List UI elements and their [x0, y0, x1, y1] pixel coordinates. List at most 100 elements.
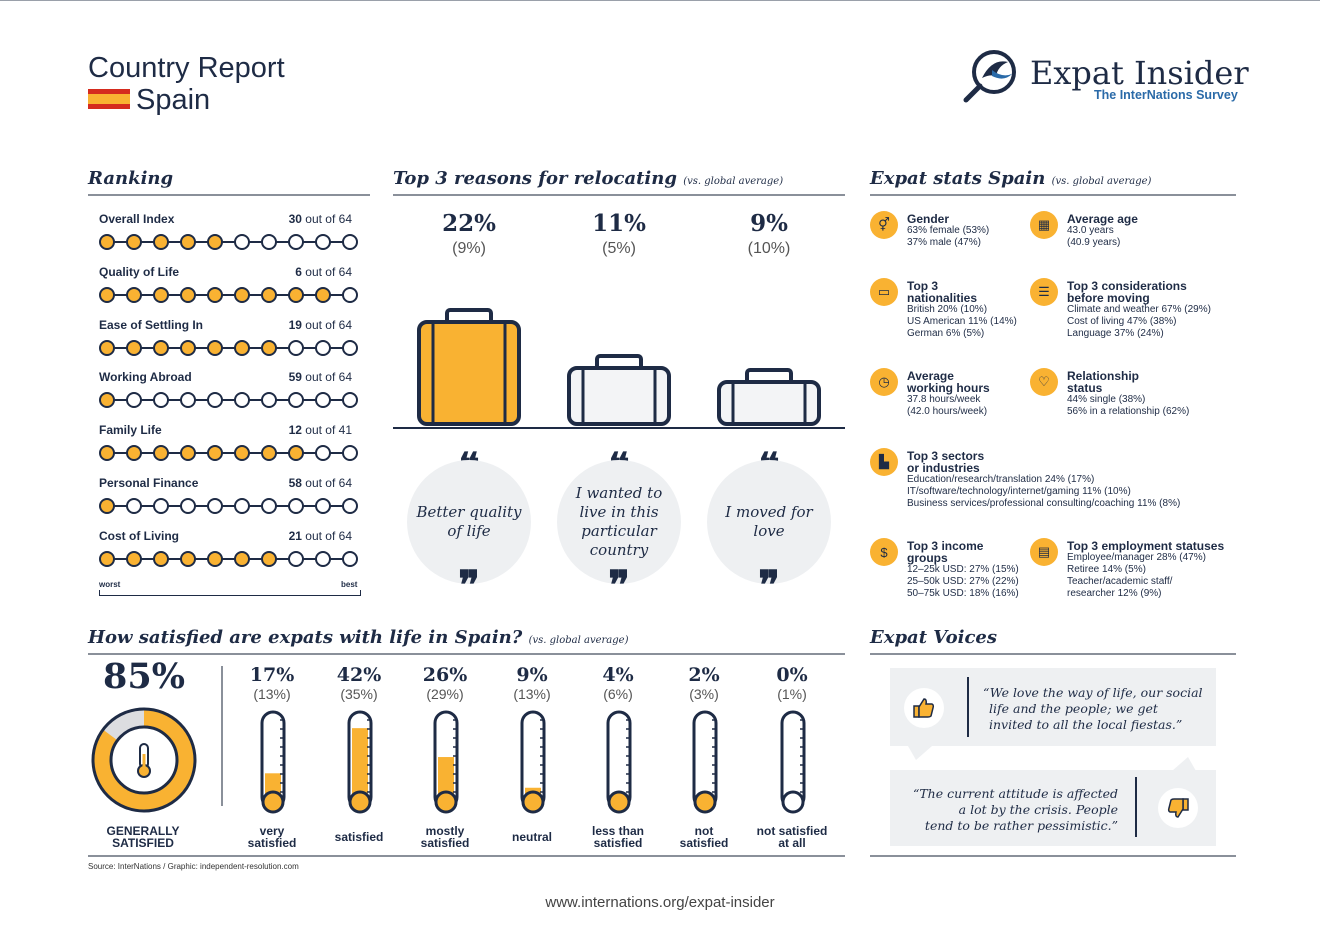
stat-line: (42.0 hours/week)	[907, 406, 988, 417]
reason-text: I moved for love	[725, 503, 813, 540]
reason-bubble: I moved for love	[707, 460, 831, 584]
satisfaction-label-line2: at all	[778, 836, 806, 850]
donut-satisfied-arc	[93, 709, 195, 811]
ranking-dot-filled	[153, 445, 169, 462]
satisfaction-label-line1: not satisfied	[756, 824, 828, 838]
ranking-dot-empty	[207, 498, 223, 514]
hours-icon: ◷	[870, 368, 898, 396]
ranking-dot-filled	[99, 550, 115, 567]
voices-title: Expat Voices	[870, 627, 997, 648]
positive-voice-card	[890, 668, 1216, 746]
reason-percent: 11%	[592, 210, 646, 237]
ranking-dot-empty	[315, 445, 331, 462]
ranking-dot-filled	[234, 339, 250, 356]
close-quote-icon: ❞	[458, 562, 480, 609]
negative-voice-tail	[1172, 757, 1196, 771]
ranking-dot-filled	[315, 286, 331, 303]
ranking-dot-filled	[99, 234, 115, 250]
ranking-dot-filled	[261, 339, 277, 356]
stat-title-line2: status	[1067, 381, 1103, 395]
stats-title: Expat stats Spain (vs. global average)	[870, 168, 1152, 189]
ranking-score: 58 out of 64	[288, 476, 352, 490]
relationship-icon: ♡	[1030, 368, 1058, 396]
ranking-dot-filled	[126, 339, 142, 356]
ranking-dot-empty	[288, 339, 304, 356]
satisfaction-label-line1: neutral	[511, 830, 552, 844]
ranking-dot-filled	[99, 286, 115, 303]
reasons-title: Top 3 reasons for relocating (vs. global…	[393, 168, 784, 189]
ranking-score: 6 out of 64	[295, 264, 352, 279]
ranking-dot-empty	[234, 234, 250, 250]
satisfaction-global: (29%)	[426, 686, 464, 702]
stat-line: IT/software/technology/internet/gaming 1…	[907, 486, 1131, 497]
ranking-dot-filled	[207, 339, 223, 356]
considerations-icon: ☰	[1030, 278, 1058, 306]
ranking-scale	[99, 590, 361, 596]
suitcase-icon	[717, 368, 821, 426]
age-icon: ▦	[1030, 211, 1058, 239]
ranking-dot-filled	[180, 550, 196, 567]
ranking-dot-filled	[207, 550, 223, 567]
satisfaction-label-line2: satisfied	[420, 836, 470, 850]
ranking-dot-empty	[342, 498, 358, 514]
ranking-dot-empty	[315, 498, 331, 514]
ranking-dot-filled	[207, 286, 223, 303]
ranking-dot-empty	[315, 392, 331, 409]
suitcase-icon	[567, 354, 671, 426]
scale-best-label: best	[341, 580, 358, 589]
ranking-dot-filled	[207, 445, 223, 462]
ranking-dot-empty	[234, 392, 250, 409]
ranking-track	[99, 549, 361, 569]
satisfaction-bottom-rule	[88, 855, 845, 857]
ranking-dot-empty	[315, 339, 331, 356]
ranking-label: Family Life	[99, 423, 162, 438]
satisfaction-label-line1: mostly	[425, 824, 465, 838]
satisfaction-global: (13%)	[513, 686, 551, 702]
stat-line: Education/research/translation 24% (17%)	[907, 474, 1095, 485]
stat-line: (40.9 years)	[1067, 237, 1121, 248]
stat-title-line1: Relationship	[1067, 369, 1140, 383]
ranking-dot-empty	[315, 550, 331, 567]
stat-title-line2: or industries	[907, 461, 980, 475]
reason-percent: 9%	[750, 210, 788, 237]
thermometer-icon	[692, 710, 718, 814]
ranking-score: 19 out of 64	[288, 317, 352, 332]
stat-line: Language 37% (24%)	[1067, 328, 1164, 339]
satisfaction-global: (13%)	[253, 686, 291, 702]
satisfaction-percent: 0%	[776, 664, 808, 686]
ranking-dot-filled	[153, 339, 169, 356]
ranking-dot-empty	[207, 392, 223, 409]
footer-url[interactable]: www.internations.org/expat-insider	[545, 894, 775, 911]
ranking-dot-filled	[234, 286, 250, 303]
satisfaction-percent: 42%	[336, 664, 382, 686]
thermometer-icon	[260, 710, 286, 814]
ranking-dot-filled	[126, 286, 142, 303]
ranking-dot-filled	[99, 498, 115, 514]
ranking-track	[99, 232, 361, 252]
nationalities-icon: ▭	[870, 278, 898, 306]
stat-line: British 20% (10%)	[907, 304, 988, 315]
ranking-score: 21 out of 64	[288, 528, 352, 543]
satisfaction-label-line2: satisfied	[679, 836, 729, 850]
stat-line: researcher 12% (9%)	[1067, 588, 1162, 599]
ranking-label: Cost of Living	[99, 528, 179, 543]
ranking-dot-empty	[315, 234, 331, 250]
thermometer-icon	[606, 710, 632, 814]
ranking-label: Overall Index	[99, 212, 175, 226]
ranking-dot-empty	[180, 498, 196, 514]
stat-line: Teacher/academic staff/	[1067, 576, 1173, 587]
stat-line: 37% male (47%)	[907, 237, 981, 248]
stat-title-line1: Average	[907, 369, 954, 383]
negative-voice-quote: “The current attitude is affected a lot …	[912, 786, 1118, 833]
close-quote-icon: ❞	[758, 562, 780, 609]
page-title: Country Report	[88, 52, 285, 84]
ranking-track	[99, 496, 361, 516]
stat-title-line1: Top 3 income	[907, 539, 984, 553]
ranking-dot-filled	[180, 286, 196, 303]
stat-line: German 6% (5%)	[907, 328, 985, 339]
ranking-track	[99, 338, 361, 358]
ranking-score: 30 out of 64	[288, 212, 352, 226]
ranking-dot-filled	[288, 286, 304, 303]
ranking-dot-empty	[288, 550, 304, 567]
spain-flag-icon	[88, 89, 130, 109]
